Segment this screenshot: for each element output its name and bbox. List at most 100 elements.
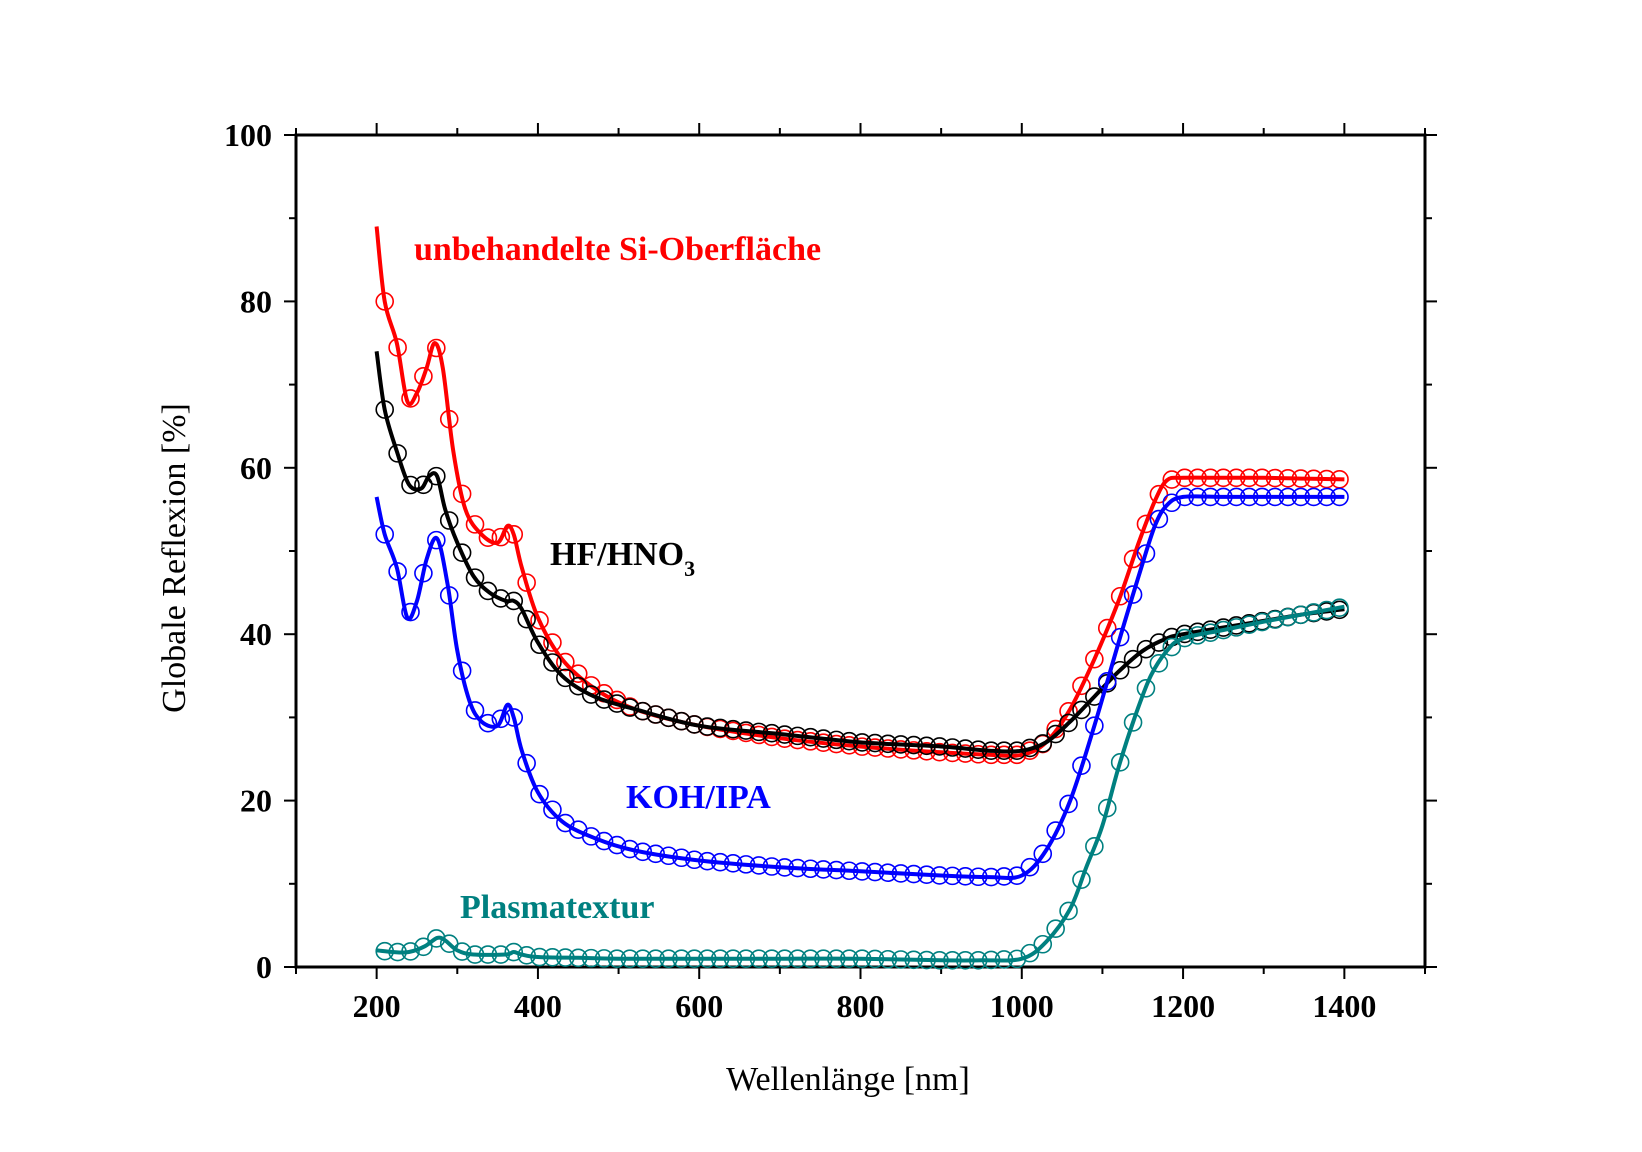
data-point [775,725,794,744]
data-point [1136,678,1156,698]
data-point [1085,716,1104,736]
data-point [801,732,820,751]
data-point [685,850,704,870]
data-point [943,951,962,970]
data-point [891,950,911,969]
data-point [1265,487,1285,507]
data-point [414,366,433,386]
data-point [1110,753,1130,772]
data-point [1123,549,1143,569]
data-point [839,949,859,968]
data-point [594,949,614,968]
data-point [930,737,949,756]
data-point [1252,487,1272,507]
data-point [581,685,601,704]
data-point [891,735,911,754]
data-point [375,525,395,544]
data-point [878,863,898,883]
data-point [801,859,820,879]
data-point [1046,919,1065,939]
data-point [504,591,524,611]
data-point [994,867,1014,886]
data-point [981,950,1001,970]
data-point [1020,738,1040,758]
data-point [1059,794,1078,814]
data-point [1304,469,1324,489]
data-point [543,633,562,652]
data-point [968,867,988,887]
data-point [1278,468,1298,488]
data-point [607,694,627,713]
data-point [839,861,859,881]
data-point [1317,487,1336,507]
data-point [917,736,936,756]
data-point [736,855,756,874]
data-point [788,858,807,878]
data-point [788,726,807,746]
data-point [1123,713,1143,732]
y-tick-label: 60 [240,450,272,486]
data-point [1201,487,1220,507]
data-point [865,862,885,882]
data-point [697,717,717,736]
data-point [1149,484,1169,504]
data-point [1265,468,1285,488]
data-point [1239,487,1259,507]
data-point [672,711,691,731]
data-point [827,949,846,968]
data-point [968,744,988,764]
data-point [917,950,936,970]
data-point [1214,487,1233,507]
y-tick-label: 0 [256,949,272,985]
data-point [775,949,794,968]
data-point [388,562,407,581]
data-point [672,848,691,868]
data-point [427,466,446,486]
data-point [1123,585,1143,604]
data-point [491,589,511,608]
data-point [814,729,833,748]
data-point [1136,544,1156,563]
data-point [1072,676,1091,696]
data-point [646,844,665,864]
data-point [1252,612,1272,632]
y-tick-label: 80 [240,283,272,319]
data-point [1201,623,1220,643]
data-point [1214,468,1233,488]
data-point [762,723,782,743]
data-point [1304,603,1324,622]
data-point [491,945,511,964]
data-point [1085,837,1104,856]
data-point [994,741,1014,760]
data-point [452,661,472,681]
data-point [388,444,407,463]
data-point [1046,724,1065,744]
series-1 [374,351,1349,760]
data-point [685,949,704,968]
data-point [865,738,885,757]
data-point [1072,756,1091,775]
data-point [452,942,472,961]
data-point [633,701,653,721]
series-line [374,351,1345,754]
data-point [543,948,562,967]
data-point [568,676,588,696]
data-point [401,389,420,408]
data-point [839,731,859,751]
data-point [1033,734,1053,753]
data-point [994,950,1014,969]
series-label-koh-ipa: KOH/IPA [626,779,771,816]
data-point [1175,628,1194,648]
series-line [374,226,1345,758]
data-point [646,949,665,968]
data-point [943,866,962,886]
data-point [633,842,653,862]
data-point [530,947,549,967]
data-point [981,745,1001,765]
data-point [852,733,872,752]
data-point [852,737,872,756]
data-point [491,527,511,547]
data-point [1226,487,1246,507]
data-point [427,338,446,358]
data-point [1188,487,1207,507]
